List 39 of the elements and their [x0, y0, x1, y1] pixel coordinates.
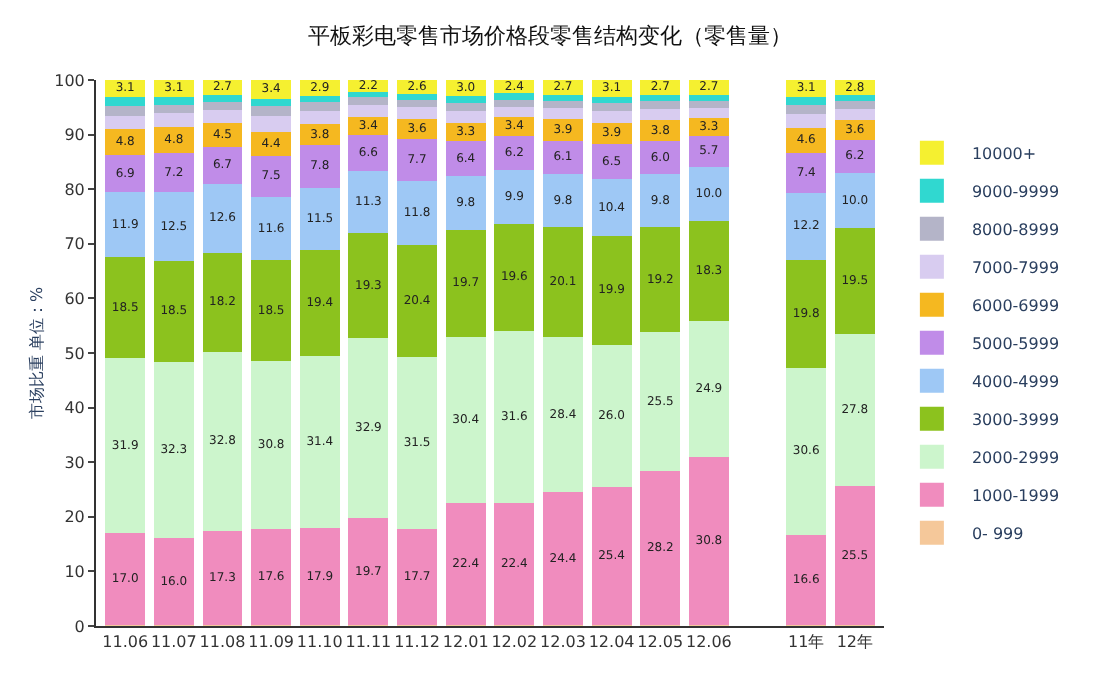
- y-tick-label: 0: [74, 617, 85, 636]
- legend-label: 3000-3999: [971, 410, 1060, 429]
- y-tick-label: 20: [64, 508, 85, 527]
- y-tick-label: 90: [64, 126, 85, 145]
- legend-label: 4000-4999: [971, 372, 1060, 391]
- legend-label: 5000-5999: [971, 334, 1060, 353]
- legend-label: 7000-7999: [971, 258, 1060, 277]
- legend-label: 1000-1999: [971, 486, 1060, 505]
- y-tick-label: 70: [64, 235, 85, 254]
- x-tick-label: 12.05: [637, 633, 684, 652]
- x-tick-label: 11.07: [150, 633, 197, 652]
- x-tick-label: 11.12: [394, 633, 440, 652]
- y-tick-label: 10: [64, 563, 85, 581]
- x-tick-label: 11.09: [248, 633, 295, 652]
- x-tick-label: 12年: [836, 633, 874, 652]
- legend-label: 10000+: [971, 144, 1037, 163]
- x-tick-label: 11年: [787, 633, 825, 652]
- x-tick-label: 12.06: [685, 633, 732, 652]
- x-tick-label: 12.02: [491, 633, 538, 652]
- legend-label: 0- 999: [971, 524, 1024, 543]
- x-tick-label: 12.01: [442, 633, 489, 652]
- y-tick-label: 50: [64, 344, 85, 363]
- legend-label: 6000-6999: [971, 296, 1060, 315]
- y-tick-label: 80: [64, 180, 85, 199]
- y-axis-title: 市场比重 单位：%: [27, 286, 46, 420]
- legend-label: 9000-9999: [971, 182, 1060, 201]
- y-tick-label: 100: [54, 71, 85, 90]
- x-tick-label: 12.04: [588, 633, 635, 652]
- y-tick-label: 30: [64, 453, 85, 472]
- y-tick-label: 60: [64, 290, 85, 308]
- x-tick-label: 12.03: [540, 633, 586, 652]
- chart-title: 平板彩电零售市场价格段零售结构变化（零售量）: [308, 22, 792, 49]
- legend-label: 8000-8999: [971, 220, 1060, 239]
- x-tick-label: 11.06: [102, 633, 149, 652]
- legend-label: 2000-2999: [971, 448, 1060, 467]
- x-tick-label: 11.10: [296, 633, 343, 652]
- y-tick-label: 40: [64, 399, 85, 418]
- x-tick-label: 11.08: [199, 633, 246, 652]
- x-tick-label: 11.11: [345, 633, 392, 652]
